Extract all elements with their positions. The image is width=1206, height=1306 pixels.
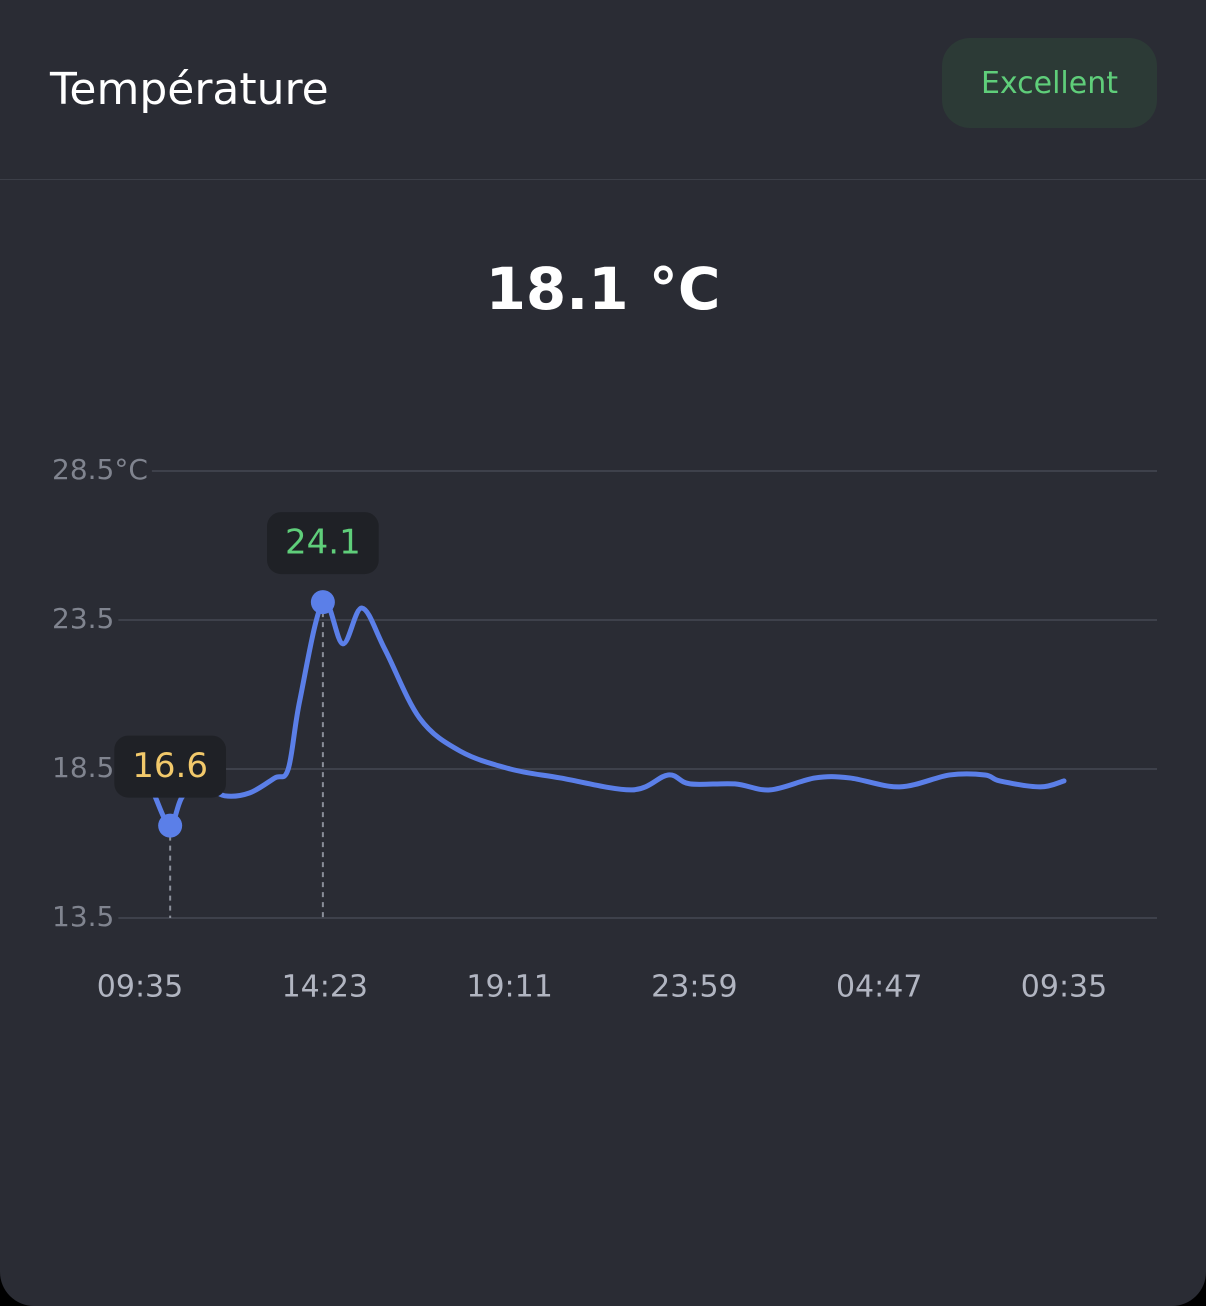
line (152, 598, 1067, 829)
current-value: 18.1 °C (485, 255, 721, 323)
title: Température (50, 64, 329, 115)
x-tick-label: 04:47 (836, 970, 922, 1005)
value-label-text: 24.1 (285, 523, 361, 563)
x-tick-label: 23:59 (651, 970, 737, 1005)
y-tick-label: 13.5 (52, 900, 114, 933)
grid (118, 470, 1157, 919)
y-tick-label: 23.5 (52, 602, 114, 635)
x-tick-label: 09:35 (1021, 970, 1107, 1005)
value-label: 16.6 (114, 735, 227, 798)
value-label-box (267, 512, 379, 575)
value-label-text: 16.6 (132, 746, 208, 786)
header: Température Excellent (0, 0, 1206, 180)
y-tick-label: 28.5°C (52, 453, 148, 486)
x-tick-label: 19:11 (466, 970, 552, 1005)
x-tick-label: 09:35 (97, 970, 183, 1005)
x-tick-label: 14:23 (282, 970, 368, 1005)
y-tick-label: 18.5 (52, 751, 114, 784)
point-marker (158, 813, 183, 838)
value-label: 24.1 (267, 512, 379, 575)
value-label-box (114, 735, 227, 798)
point-marker (310, 590, 335, 615)
status-badge[interactable]: Excellent (942, 38, 1157, 128)
